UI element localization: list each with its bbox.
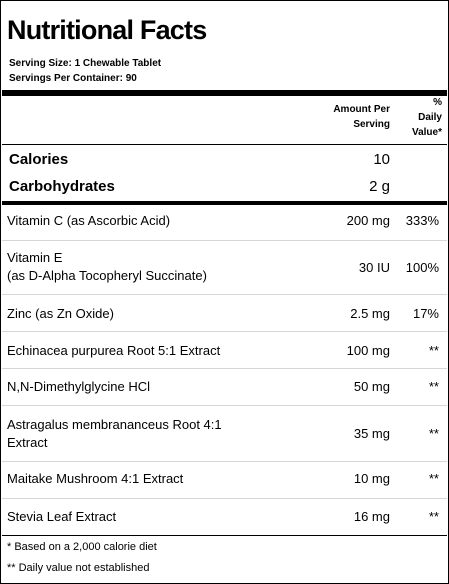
nutrient-daily-value: ** xyxy=(428,471,439,486)
nutrient-name: Vitamin E (as D-Alpha Tocopheryl Succina… xyxy=(7,250,207,283)
nutrient-daily-value: ** xyxy=(428,426,439,441)
row-divider xyxy=(2,294,447,295)
nutrient-name: Vitamin C (as Ascorbic Acid) xyxy=(7,213,171,228)
servings-per-container: Servings Per Container: 90 xyxy=(9,73,137,84)
nutrient-amount: 2.5 mg xyxy=(350,306,390,321)
row-divider xyxy=(2,331,447,332)
carbohydrates-value: 2 g xyxy=(369,178,390,195)
carbohydrates-label: Carbohydrates xyxy=(9,178,115,195)
nutrient-amount: 200 mg xyxy=(346,213,390,228)
footnote-daily-value: ** Daily value not established xyxy=(7,562,150,574)
footnote-calorie-diet: * Based on a 2,000 calorie diet xyxy=(7,541,157,553)
nutrient-name: Astragalus membrananceus Root 4:1 Extrac… xyxy=(7,417,222,450)
row-divider xyxy=(2,461,447,462)
serving-size: Serving Size: 1 Chewable Tablet xyxy=(9,58,162,69)
row-divider xyxy=(2,240,447,241)
nutrient-amount: 10 mg xyxy=(353,471,390,486)
amount-per-serving-header: Amount Per Serving xyxy=(333,104,390,130)
calories-value: 10 xyxy=(373,151,390,168)
footer-divider xyxy=(2,535,447,536)
daily-value-header: % Daily Value* xyxy=(411,97,442,138)
nutrient-daily-value: 17% xyxy=(412,306,439,321)
row-divider xyxy=(2,368,447,369)
thick-divider xyxy=(2,90,447,96)
nutrient-daily-value: 100% xyxy=(405,260,439,275)
nutrient-amount: 30 IU xyxy=(358,260,390,275)
nutrient-daily-value: ** xyxy=(428,509,439,524)
row-divider xyxy=(2,498,447,499)
nutrient-amount: 100 mg xyxy=(346,343,390,358)
nutrient-amount: 50 mg xyxy=(353,379,390,394)
nutrient-amount: 35 mg xyxy=(353,426,390,441)
nutrient-daily-value: ** xyxy=(428,343,439,358)
nutrient-name: Echinacea purpurea Root 5:1 Extract xyxy=(7,343,221,358)
header-divider xyxy=(2,144,447,145)
nutrient-name: N,N-Dimethylglycine HCl xyxy=(7,379,151,394)
nutrient-daily-value: 333% xyxy=(405,213,439,228)
thick-divider xyxy=(2,201,447,205)
nutrient-amount: 16 mg xyxy=(353,509,390,524)
panel-title: Nutritional Facts xyxy=(7,15,207,45)
calories-label: Calories xyxy=(9,151,69,168)
nutrient-name: Stevia Leaf Extract xyxy=(7,509,117,524)
nutrient-name: Zinc (as Zn Oxide) xyxy=(7,306,114,321)
nutrient-daily-value: ** xyxy=(428,379,439,394)
nutrient-name: Maitake Mushroom 4:1 Extract xyxy=(7,471,184,486)
row-divider xyxy=(2,405,447,406)
